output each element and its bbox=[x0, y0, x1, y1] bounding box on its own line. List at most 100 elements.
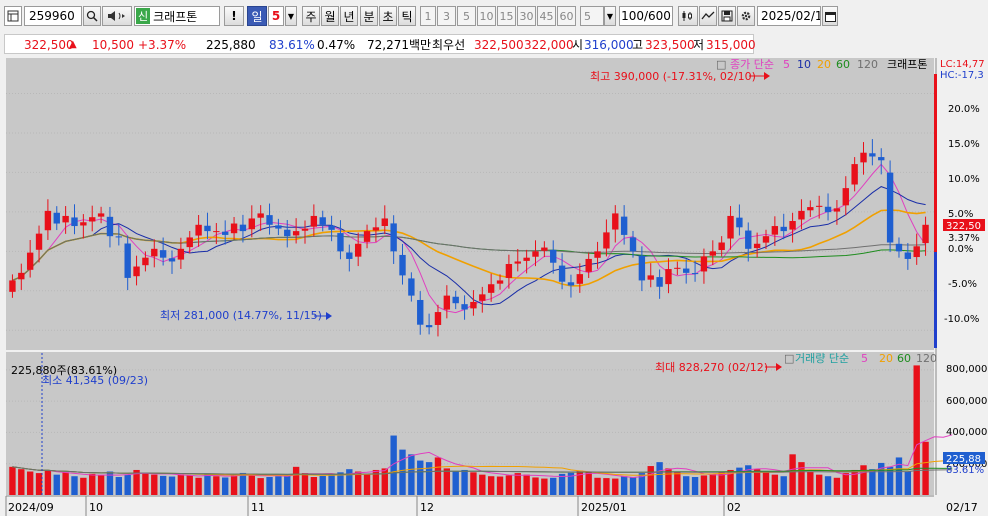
volume-bar bbox=[815, 474, 823, 495]
volume-bar bbox=[833, 477, 841, 495]
volume-ma120-line bbox=[12, 466, 953, 475]
low-annotation: 최저 281,000 (14.77%, 11/15) bbox=[160, 309, 322, 322]
alert-button[interactable]: ! bbox=[224, 6, 244, 26]
candle-body bbox=[594, 251, 601, 258]
volume-bar bbox=[346, 469, 353, 495]
volume-bar bbox=[142, 473, 149, 495]
volume-value: 225,880 bbox=[206, 38, 256, 52]
volume-bar bbox=[266, 477, 273, 495]
candle-body bbox=[346, 252, 353, 259]
interval-select[interactable]: 5 bbox=[580, 6, 604, 26]
volume-bar bbox=[851, 469, 858, 495]
current-price-tag-text: 322,50 bbox=[946, 221, 981, 232]
volume-bar bbox=[115, 477, 123, 495]
candle-body bbox=[452, 296, 459, 304]
minute-option-3[interactable]: 3 bbox=[437, 6, 456, 26]
volume-bar bbox=[390, 435, 397, 495]
indicator-icon[interactable] bbox=[678, 6, 698, 26]
candle-body bbox=[97, 213, 105, 217]
settings-gear-icon[interactable] bbox=[737, 6, 755, 26]
stock-chart[interactable]: LC:14,77 HC:-17,3 20.0% 15.0% 10.0% 5.0%… bbox=[0, 56, 988, 516]
stock-code-input[interactable]: 259960 bbox=[24, 6, 82, 26]
volume-legend-prefix: 거래량 단순 bbox=[795, 352, 849, 365]
minute-option-45[interactable]: 45 bbox=[537, 6, 556, 26]
period-day-tab[interactable]: 일 bbox=[247, 6, 267, 26]
save-icon[interactable] bbox=[718, 6, 736, 26]
date-label-12: 12 bbox=[420, 501, 434, 514]
volume-bar bbox=[594, 477, 601, 495]
candle-body bbox=[736, 217, 743, 228]
volume-bar bbox=[168, 476, 176, 495]
volume-bar bbox=[159, 475, 167, 495]
candle-body bbox=[869, 153, 876, 157]
volume-bar bbox=[807, 471, 814, 495]
lc-label: LC:14,77 bbox=[940, 59, 985, 70]
legend-ma10: 10 bbox=[797, 58, 811, 71]
minute-option-10[interactable]: 10 bbox=[477, 6, 496, 26]
volume-bar bbox=[301, 473, 309, 495]
candle-body bbox=[833, 208, 841, 212]
candle-body bbox=[815, 205, 823, 207]
date-label-02: 02 bbox=[727, 501, 741, 514]
candle-body bbox=[895, 243, 903, 252]
price-change-pct: +3.37% bbox=[138, 38, 187, 52]
current-price: 322,500 bbox=[24, 38, 74, 52]
minute-option-60[interactable]: 60 bbox=[557, 6, 576, 26]
candle-body bbox=[718, 242, 725, 251]
best-ask: 322,500 bbox=[474, 38, 524, 52]
tab-second[interactable]: 초 bbox=[379, 6, 397, 26]
volume-bar bbox=[665, 468, 672, 495]
calendar-icon[interactable] bbox=[822, 6, 838, 26]
candle-body bbox=[789, 220, 796, 230]
volume-bar bbox=[576, 470, 584, 495]
minute-option-5[interactable]: 5 bbox=[457, 6, 476, 26]
volume-bar bbox=[35, 473, 43, 495]
sound-icon[interactable] bbox=[102, 6, 132, 26]
tab-month[interactable]: 월 bbox=[321, 6, 339, 26]
volume-bar bbox=[886, 466, 894, 495]
count-field[interactable]: 100/600 bbox=[619, 6, 673, 26]
candle-body bbox=[89, 217, 96, 222]
volume-bar bbox=[487, 476, 495, 495]
volume-bar bbox=[709, 473, 716, 495]
volume-bar bbox=[319, 475, 326, 495]
tick-5pct: 5.0% bbox=[948, 209, 973, 220]
tab-year[interactable]: 년 bbox=[340, 6, 358, 26]
volume-bar bbox=[745, 465, 752, 495]
line-tool-icon[interactable] bbox=[699, 6, 717, 26]
date-label-2025-01: 2025/01 bbox=[581, 501, 627, 514]
stock-name-field[interactable]: 신 크래프톤 bbox=[134, 6, 220, 26]
volume-bar bbox=[869, 469, 876, 495]
high-label: 고 bbox=[632, 38, 644, 52]
minute-option-1[interactable]: 1 bbox=[420, 6, 436, 26]
volume-tick-200k: 200,000 bbox=[946, 459, 987, 470]
candle-body bbox=[753, 243, 761, 249]
legend-ma60: 60 bbox=[836, 58, 850, 71]
candle-body bbox=[514, 261, 521, 264]
tab-tick[interactable]: 틱 bbox=[398, 6, 416, 26]
period-dropdown-icon[interactable]: ▼ bbox=[285, 6, 297, 26]
search-icon[interactable] bbox=[83, 6, 101, 26]
price-axis-ticks: 20.0% 15.0% 10.0% 5.0% 3.37% 0.0% -5.0% … bbox=[944, 104, 980, 325]
volume-bar bbox=[683, 476, 690, 495]
candle-body bbox=[443, 295, 451, 310]
volume-bar bbox=[913, 365, 920, 495]
minute-option-30[interactable]: 30 bbox=[517, 6, 536, 26]
current-price-tag bbox=[943, 219, 985, 231]
tab-week[interactable]: 주 bbox=[302, 6, 320, 26]
date-input[interactable]: 2025/02/17 bbox=[757, 6, 821, 26]
legend-box-icon: □ bbox=[716, 58, 726, 71]
interval-dropdown-icon[interactable]: ▼ bbox=[604, 6, 616, 26]
tab-minute[interactable]: 분 bbox=[360, 6, 378, 26]
candle-body bbox=[292, 231, 300, 236]
period-value[interactable]: 5 bbox=[268, 6, 284, 26]
price-panel[interactable] bbox=[6, 58, 934, 350]
candle-body bbox=[381, 218, 388, 226]
best-bid: 322,000 bbox=[524, 38, 574, 52]
chart-menu-icon[interactable] bbox=[4, 6, 22, 26]
minute-option-15[interactable]: 15 bbox=[497, 6, 516, 26]
candle-body bbox=[266, 215, 273, 225]
candle-body bbox=[762, 236, 770, 243]
candle-body bbox=[248, 218, 255, 230]
volume-bar bbox=[133, 469, 140, 495]
